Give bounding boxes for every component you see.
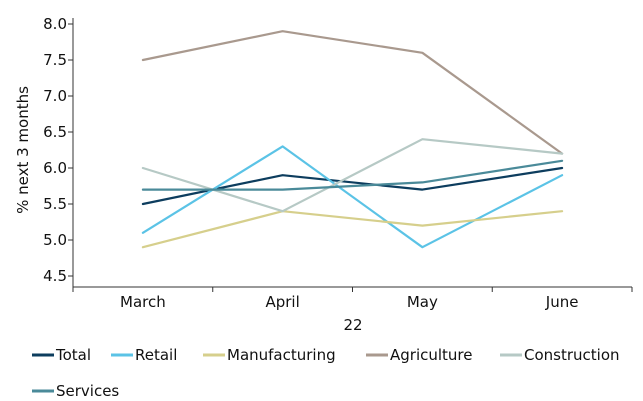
y-tick-label: 6.5 [43,123,67,141]
x-tick-label: May [407,293,438,311]
legend: Total Retail Manufacturing Agriculture Const… [32,346,620,400]
x-axis-title: 22 [343,316,362,334]
legend-label-manufacturing: Manufacturing [227,346,336,364]
y-tick-label: 5.5 [43,195,67,213]
series-lines [141,30,564,249]
y-ticks: 8.0 7.5 7.0 6.5 6.0 5.5 5.0 4.5 [43,15,73,285]
legend-label-total: Total [55,346,91,364]
series-line-agriculture [141,30,564,155]
y-tick-label: 7.5 [43,51,67,69]
legend-label-retail: Retail [135,346,177,364]
y-tick-label: 8.0 [43,15,67,33]
y-tick-label: 4.5 [43,267,67,285]
y-tick-label: 7.0 [43,87,67,105]
x-ticks: March April May June [72,287,633,311]
legend-label-agriculture: Agriculture [390,346,473,364]
x-tick-label: June [545,293,579,311]
x-tick-label: April [265,293,299,311]
y-tick-label: 6.0 [43,159,67,177]
legend-label-services: Services [56,382,119,400]
series-line-manufacturing [141,210,564,249]
x-tick-label: March [120,293,166,311]
y-tick-label: 5.0 [43,231,67,249]
y-axis-title: % next 3 months [14,86,32,214]
series-line-services [141,159,564,191]
series-line-construction [141,138,564,213]
legend-label-construction: Construction [524,346,620,364]
